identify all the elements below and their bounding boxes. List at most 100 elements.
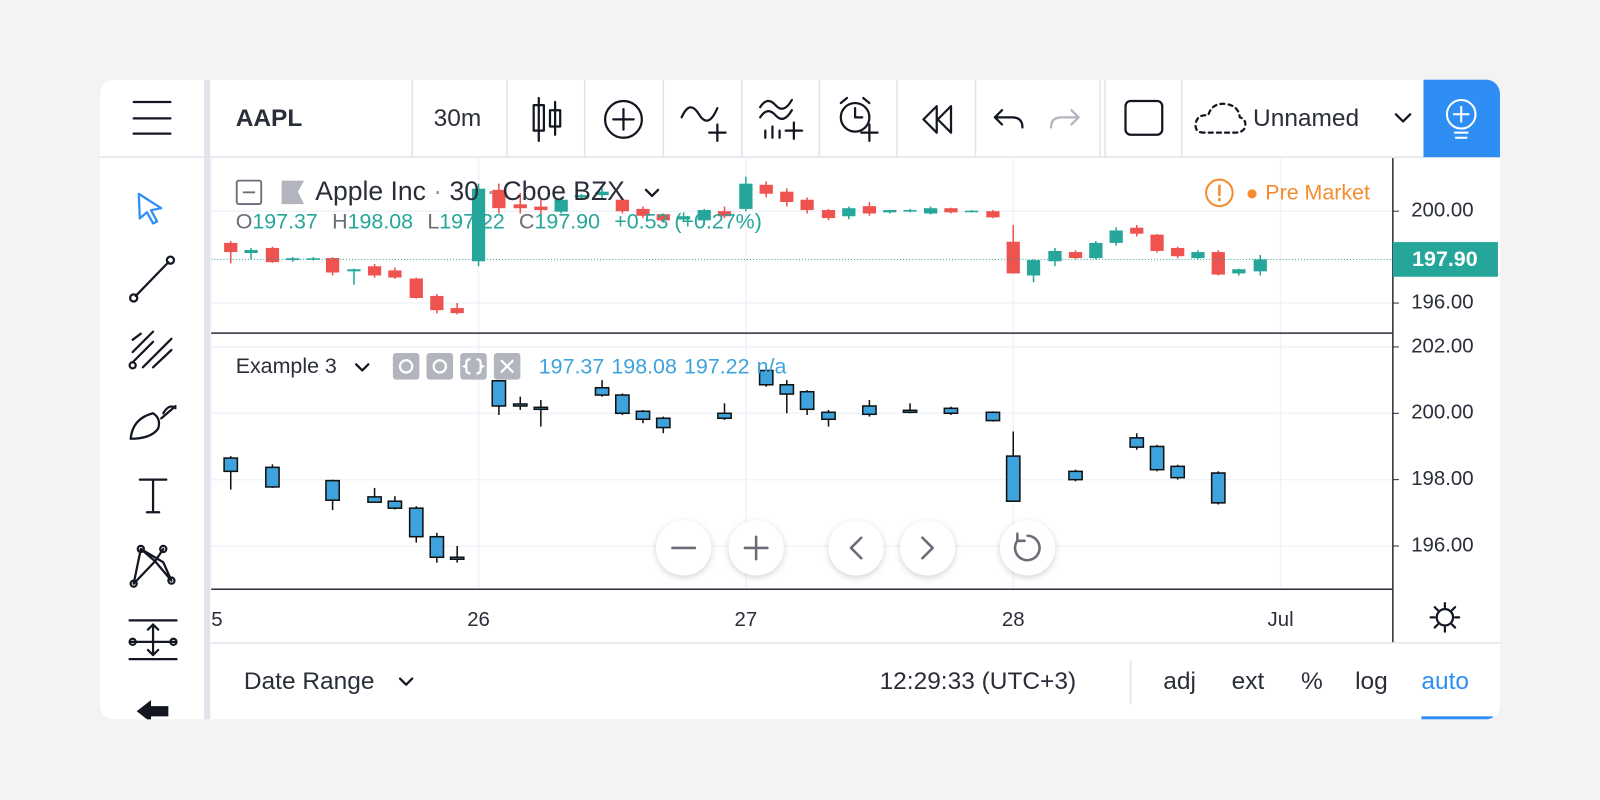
- hide-toolbar[interactable]: [136, 700, 169, 722]
- ideas-icon: [1445, 98, 1477, 139]
- axis-option[interactable]: ext: [1232, 668, 1265, 695]
- candle-body: [265, 247, 280, 263]
- date-range[interactable]: Date Range: [244, 668, 375, 695]
- candle-body: [717, 211, 732, 217]
- candle-body: [492, 189, 506, 209]
- scroll-right-button[interactable]: [900, 520, 956, 576]
- y-tick-label: 196.00: [1411, 291, 1473, 313]
- separator: ·: [486, 176, 495, 206]
- fullscreen-button[interactable]: [1124, 99, 1164, 136]
- hide-button[interactable]: [392, 353, 420, 380]
- candle-body: [862, 405, 877, 416]
- y-tick-label: 196.00: [1411, 534, 1473, 556]
- axis-option[interactable]: adj: [1163, 668, 1196, 695]
- candle-body: [429, 535, 445, 559]
- candle-body: [821, 210, 836, 219]
- study-menu[interactable]: [355, 363, 370, 372]
- cloud-icon: [1194, 102, 1247, 134]
- candle-body: [1068, 470, 1083, 481]
- candle-body: [367, 266, 382, 276]
- axis-options: adj ext% log auto: [1163, 668, 1469, 695]
- axis-option[interactable]: log: [1355, 668, 1388, 695]
- axis-option[interactable]: auto: [1421, 668, 1469, 695]
- study-button-icons: [398, 358, 515, 375]
- candle-body: [902, 409, 918, 414]
- alert-button[interactable]: [839, 96, 879, 142]
- candle-body: [325, 258, 340, 273]
- chart-type-button[interactable]: [532, 96, 562, 142]
- legend-interval: 30: [449, 176, 479, 206]
- x-tick-label: 25: [200, 609, 223, 631]
- candle-body: [408, 507, 424, 538]
- candle-body: [513, 204, 527, 209]
- collapse-button[interactable]: [235, 179, 263, 205]
- left-toolbar-border-top: [204, 79, 211, 158]
- ohlc-key: C: [519, 209, 534, 233]
- candle-body: [367, 496, 382, 503]
- ohlc-key: O: [236, 209, 253, 233]
- layout-menu[interactable]: [1394, 113, 1412, 123]
- menu-button[interactable]: [132, 100, 172, 135]
- candle-body: [986, 211, 1000, 218]
- candle-body: [1109, 230, 1123, 243]
- trendline-tool[interactable]: [128, 255, 176, 303]
- undo-button[interactable]: [993, 109, 1024, 129]
- x-tick-label: 27: [735, 609, 758, 631]
- indicator-pane: [223, 366, 1226, 563]
- ohlc-key: L: [427, 209, 439, 233]
- toolbar-separators: [411, 79, 1183, 157]
- candle-body: [944, 208, 958, 213]
- candle-body: [842, 208, 856, 217]
- ohlc-value: 197.22: [439, 209, 504, 233]
- candle-body: [717, 412, 732, 420]
- layout-name[interactable]: Unnamed: [1253, 105, 1359, 132]
- legend-line: Apple Inc · 30 · Cboe BZX: [315, 176, 625, 206]
- brush-tool[interactable]: [129, 405, 177, 440]
- legend-title: Apple Inc: [315, 176, 426, 206]
- replay-button[interactable]: [922, 105, 953, 134]
- candle-body: [1149, 445, 1165, 471]
- date-range-menu[interactable]: [398, 677, 414, 686]
- pitchfork-tool[interactable]: [128, 330, 173, 370]
- candle-body: [595, 191, 609, 196]
- status-dot: [1247, 189, 1257, 199]
- candle-body: [1130, 227, 1144, 234]
- ohlc-value: 197.37: [252, 209, 317, 233]
- reset-button[interactable]: [1000, 520, 1056, 576]
- scroll-left-button[interactable]: [828, 520, 884, 576]
- settings-button[interactable]: [426, 353, 454, 380]
- measure-tool[interactable]: [128, 619, 178, 661]
- candle-body: [388, 270, 402, 278]
- candle-body: [1211, 252, 1225, 275]
- candle-body: [449, 556, 465, 561]
- time-axis: 25 26 27 28 Jul: [200, 609, 1293, 631]
- candle-body: [594, 386, 610, 396]
- cursor-tool[interactable]: [137, 192, 163, 225]
- candle-body: [759, 184, 773, 194]
- flag-icon[interactable]: [281, 180, 305, 205]
- axis-settings[interactable]: [1429, 601, 1461, 633]
- compare-button[interactable]: [603, 99, 643, 139]
- price-pane: [211, 176, 1393, 315]
- legend-exchange: Cboe BZX: [503, 176, 626, 206]
- candle-body: [656, 214, 670, 221]
- status-icon: [1205, 178, 1234, 208]
- axis-option[interactable]: %: [1301, 668, 1323, 695]
- text-tool[interactable]: [138, 478, 168, 514]
- symbol[interactable]: AAPL: [236, 105, 303, 132]
- last-price-badge: [1392, 242, 1498, 277]
- y-tick-label: 200.00: [1411, 200, 1473, 222]
- interval[interactable]: 30m: [434, 105, 482, 132]
- ohlc-key: H: [332, 209, 347, 233]
- pattern-tool[interactable]: [129, 544, 176, 588]
- templates-button[interactable]: [759, 98, 804, 140]
- last-price-label: 197.90: [1412, 247, 1478, 271]
- separator: ·: [433, 176, 442, 206]
- legend-menu[interactable]: [644, 188, 660, 198]
- candle-body: [534, 206, 548, 211]
- candle-body: [1191, 252, 1205, 259]
- candle-body: [862, 206, 877, 214]
- candle-body: [471, 188, 486, 262]
- indicators-button[interactable]: [680, 106, 727, 142]
